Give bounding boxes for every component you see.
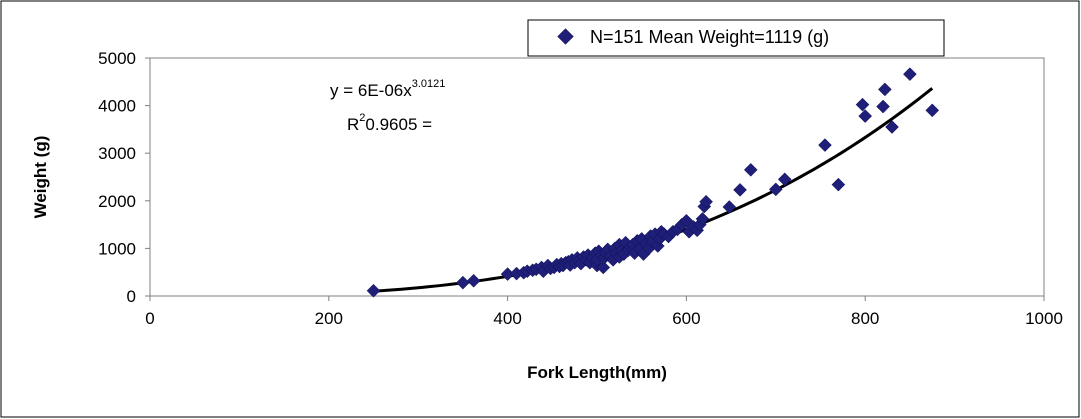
data-point-diamond <box>858 109 873 123</box>
y-tick-label: 4000 <box>98 97 136 116</box>
data-point-diamond <box>831 177 846 192</box>
y-axis-title: Weight (g) <box>31 136 50 219</box>
x-tick-label: 1000 <box>1025 309 1063 328</box>
y-tick-label: 2000 <box>98 192 136 211</box>
x-tick-label: 200 <box>315 309 343 328</box>
r2-value: 0.9605 = <box>365 115 432 134</box>
y-tick-label: 3000 <box>98 144 136 163</box>
data-point-diamond <box>777 172 792 187</box>
data-points <box>366 67 940 298</box>
equation-exponent: 3.0121 <box>412 78 446 90</box>
r2-superscript: 2 <box>359 112 365 124</box>
equation-base: y = 6E-06x <box>330 81 412 100</box>
x-tick-label: 0 <box>145 309 154 328</box>
r-squared-label: R20.9605 = <box>347 112 432 134</box>
legend-box <box>527 19 945 57</box>
legend: N=151 Mean Weight=1119 (g) <box>527 19 945 57</box>
data-point-diamond <box>366 283 381 298</box>
data-point-diamond <box>876 99 890 114</box>
x-axis-title: Fork Length(mm) <box>527 363 667 382</box>
r2-prefix: R <box>347 115 359 134</box>
x-tick-label: 400 <box>493 309 521 328</box>
data-point-diamond <box>596 260 611 275</box>
data-point-diamond <box>925 103 940 118</box>
x-tick-label: 600 <box>672 309 700 328</box>
data-point-diamond <box>699 194 713 209</box>
data-point-diamond <box>878 82 892 97</box>
data-point-diamond <box>768 182 783 197</box>
data-point-diamond <box>466 273 481 288</box>
data-point-diamond <box>722 200 737 214</box>
y-tick-label: 5000 <box>98 49 136 68</box>
data-point-diamond <box>733 182 747 197</box>
data-point-diamond <box>903 67 917 82</box>
data-point-diamond <box>885 120 899 134</box>
y-axis: 0 1000 2000 3000 4000 5000 <box>98 49 150 306</box>
legend-label: N=151 Mean Weight=1119 (g) <box>590 27 829 47</box>
data-point-diamond <box>855 97 870 112</box>
trendline-equation: y = 6E-06x3.0121 <box>330 78 445 100</box>
y-tick-label: 0 <box>127 287 136 306</box>
y-tick-label: 1000 <box>98 239 136 258</box>
x-tick-label: 800 <box>851 309 879 328</box>
data-point-diamond <box>695 212 710 226</box>
data-point-diamond <box>818 138 832 152</box>
legend-marker-diamond-icon <box>557 28 574 45</box>
data-point-diamond <box>743 163 758 177</box>
x-axis: 0 200 400 600 800 1000 <box>145 296 1063 328</box>
